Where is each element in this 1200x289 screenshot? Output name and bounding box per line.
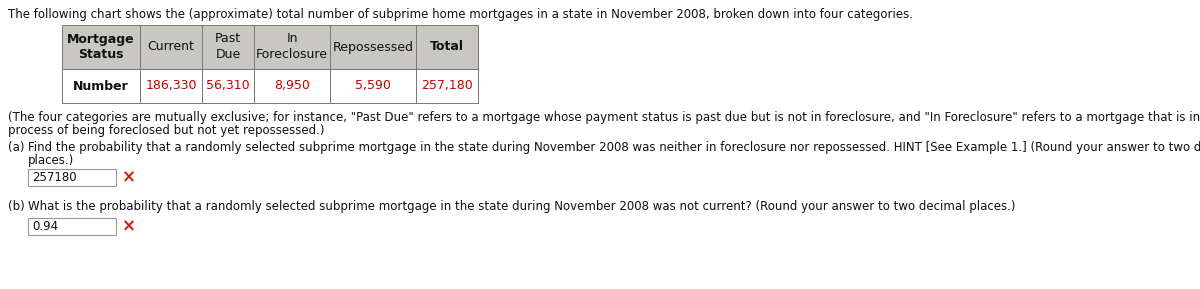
Text: 186,330: 186,330: [145, 79, 197, 92]
Bar: [202, 69, 254, 103]
Text: ×: ×: [122, 168, 136, 186]
Text: Total: Total: [430, 40, 464, 53]
Text: 257,180: 257,180: [421, 79, 473, 92]
Bar: [140, 25, 202, 69]
Text: 56,310: 56,310: [206, 79, 250, 92]
Text: 257180: 257180: [32, 171, 77, 184]
Text: ×: ×: [122, 218, 136, 236]
Bar: [62, 25, 140, 69]
Text: Current: Current: [148, 40, 194, 53]
Text: The following chart shows the (approximate) total number of subprime home mortga: The following chart shows the (approxima…: [8, 8, 913, 21]
Text: (The four categories are mutually exclusive; for instance, "Past Due" refers to : (The four categories are mutually exclus…: [8, 111, 1200, 124]
Text: 8,950: 8,950: [274, 79, 310, 92]
Bar: [28, 218, 116, 235]
Text: Find the probability that a randomly selected subprime mortgage in the state dur: Find the probability that a randomly sel…: [28, 141, 1200, 154]
Bar: [254, 25, 330, 69]
Bar: [140, 69, 202, 103]
Text: places.): places.): [28, 154, 74, 167]
Bar: [330, 69, 416, 103]
Text: Mortgage
Status: Mortgage Status: [67, 32, 134, 62]
Text: (a): (a): [8, 141, 24, 154]
Text: Repossessed: Repossessed: [332, 40, 414, 53]
Text: Past
Due: Past Due: [215, 32, 241, 62]
Bar: [330, 25, 416, 69]
Text: process of being foreclosed but not yet repossessed.): process of being foreclosed but not yet …: [8, 124, 324, 137]
Bar: [202, 25, 254, 69]
Text: Number: Number: [73, 79, 128, 92]
Text: 5,590: 5,590: [355, 79, 391, 92]
Bar: [254, 69, 330, 103]
Text: 0.94: 0.94: [32, 220, 58, 233]
Text: What is the probability that a randomly selected subprime mortgage in the state : What is the probability that a randomly …: [28, 200, 1015, 213]
Bar: [416, 25, 478, 69]
Text: In
Foreclosure: In Foreclosure: [256, 32, 328, 62]
Bar: [28, 169, 116, 186]
Bar: [416, 69, 478, 103]
Bar: [62, 69, 140, 103]
Text: (b): (b): [8, 200, 25, 213]
